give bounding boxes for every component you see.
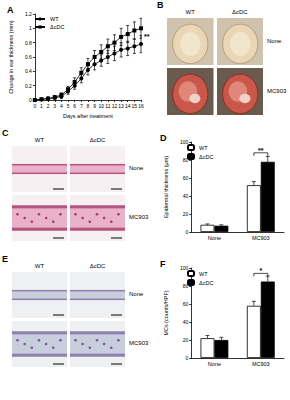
svg-text:**: ** bbox=[258, 147, 264, 154]
svg-text:8: 8 bbox=[87, 103, 90, 109]
html-text:ΔcDC: ΔcDC bbox=[231, 9, 248, 15]
svg-text:5: 5 bbox=[67, 103, 70, 109]
svg-text:9: 9 bbox=[93, 103, 96, 109]
svg-text:MC903: MC903 bbox=[252, 361, 270, 367]
html-text:None: None bbox=[129, 291, 144, 297]
svg-text:None: None bbox=[208, 235, 221, 241]
svg-text:MCs (counts/HPF): MCs (counts/HPF) bbox=[163, 290, 169, 335]
svg-text:7: 7 bbox=[80, 103, 83, 109]
svg-text:4: 4 bbox=[60, 103, 63, 109]
html-text:ΔcDC: ΔcDC bbox=[89, 137, 106, 143]
html-text:E: E bbox=[2, 254, 8, 264]
svg-text:12: 12 bbox=[112, 103, 118, 109]
svg-text:20: 20 bbox=[183, 211, 189, 217]
html-text:B: B bbox=[157, 0, 164, 10]
html-text:None: None bbox=[129, 165, 144, 171]
html-text:ΔcDC: ΔcDC bbox=[89, 263, 106, 269]
html-text:C: C bbox=[2, 128, 9, 138]
svg-text:1: 1 bbox=[29, 25, 32, 31]
svg-text:ΔcDC: ΔcDC bbox=[199, 280, 213, 286]
html-text:MC903: MC903 bbox=[129, 214, 149, 220]
html-text:WT: WT bbox=[34, 137, 45, 143]
svg-text:0.4: 0.4 bbox=[25, 68, 32, 74]
svg-text:0.2: 0.2 bbox=[25, 83, 32, 89]
svg-text:13: 13 bbox=[118, 103, 124, 109]
html-text:WT: WT bbox=[185, 9, 195, 15]
svg-text:100: 100 bbox=[180, 265, 189, 271]
svg-text:*: * bbox=[259, 267, 262, 274]
svg-text:6: 6 bbox=[73, 103, 76, 109]
svg-text:10: 10 bbox=[98, 103, 104, 109]
svg-text:**: ** bbox=[144, 33, 150, 40]
svg-text:15: 15 bbox=[132, 103, 138, 109]
svg-text:WT: WT bbox=[50, 16, 59, 22]
svg-text:11: 11 bbox=[105, 103, 110, 109]
svg-text:2: 2 bbox=[47, 103, 50, 109]
svg-text:0.6: 0.6 bbox=[25, 54, 32, 60]
svg-text:1.2: 1.2 bbox=[25, 11, 32, 17]
svg-text:0.8: 0.8 bbox=[25, 40, 32, 46]
svg-text:ΔcDC: ΔcDC bbox=[199, 154, 213, 160]
svg-text:0: 0 bbox=[33, 103, 36, 109]
svg-text:ΔcDC: ΔcDC bbox=[50, 24, 64, 30]
svg-text:0: 0 bbox=[185, 229, 188, 235]
svg-text:WT: WT bbox=[199, 145, 208, 151]
svg-text:40: 40 bbox=[183, 193, 189, 199]
svg-text:MC903: MC903 bbox=[252, 235, 270, 241]
svg-text:80: 80 bbox=[182, 283, 189, 289]
svg-text:A: A bbox=[7, 5, 14, 15]
svg-text:20: 20 bbox=[183, 337, 189, 343]
html-text:None: None bbox=[267, 37, 282, 44]
svg-text:WT: WT bbox=[199, 271, 208, 277]
svg-text:40: 40 bbox=[183, 319, 189, 325]
html-text:MC903: MC903 bbox=[267, 87, 287, 94]
svg-text:16: 16 bbox=[138, 103, 144, 109]
svg-text:60: 60 bbox=[183, 175, 189, 181]
svg-text:60: 60 bbox=[183, 301, 189, 307]
svg-text:Days after treatment: Days after treatment bbox=[63, 113, 113, 119]
svg-text:100: 100 bbox=[180, 139, 189, 145]
svg-text:0: 0 bbox=[29, 97, 32, 103]
svg-text:1: 1 bbox=[40, 103, 43, 109]
svg-text:14: 14 bbox=[125, 103, 131, 109]
svg-text:F: F bbox=[160, 259, 166, 269]
svg-text:Change in ear thickness (mm): Change in ear thickness (mm) bbox=[8, 20, 14, 94]
svg-text:Epidermal thickness (μm): Epidermal thickness (μm) bbox=[163, 156, 169, 218]
svg-text:0: 0 bbox=[185, 355, 188, 361]
svg-text:None: None bbox=[208, 361, 221, 367]
html-text:MC903: MC903 bbox=[129, 340, 149, 346]
svg-text:3: 3 bbox=[53, 103, 56, 109]
svg-text:D: D bbox=[160, 133, 167, 143]
svg-text:80: 80 bbox=[182, 157, 189, 163]
html-text:WT: WT bbox=[34, 263, 45, 269]
